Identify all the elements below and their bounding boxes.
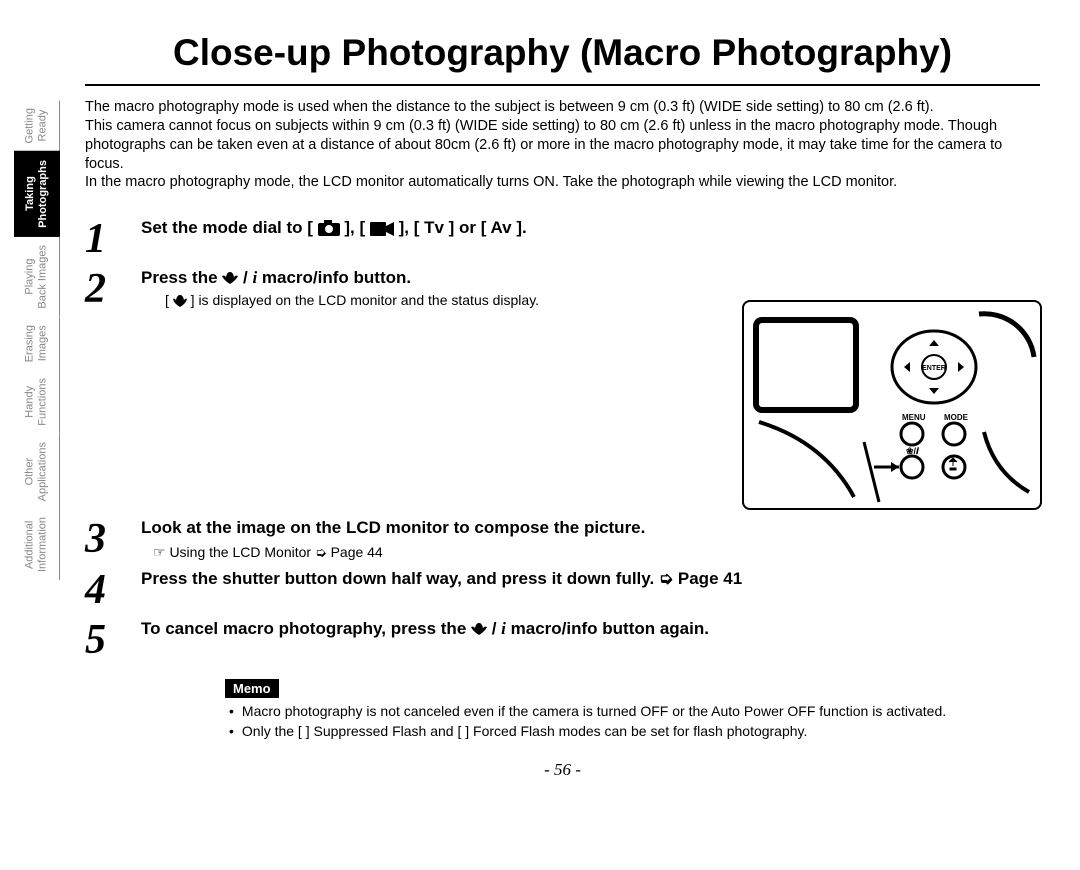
- intro-text: The macro photography mode is used when …: [85, 98, 1040, 192]
- intro-p3: In the macro photography mode, the LCD m…: [85, 173, 1040, 192]
- sidebar-tabs: Getting Ready Taking Photographs Playing…: [14, 100, 62, 580]
- step-3: 3 Look at the image on the LCD monitor t…: [85, 516, 1040, 561]
- step-number-4: 4: [85, 567, 141, 611]
- step-4: 4 Press the shutter button down half way…: [85, 567, 1040, 611]
- tab-playing-back[interactable]: Playing Back Images: [14, 237, 60, 317]
- step-2-sub-pre: [: [165, 292, 173, 308]
- page-number: - 56 -: [85, 760, 1040, 780]
- menu-label: MENU: [902, 413, 926, 422]
- step-5: 5 To cancel macro photography, press the…: [85, 617, 1040, 661]
- movie-icon: [370, 222, 394, 236]
- tab-additional-info[interactable]: Additional Information: [14, 509, 60, 580]
- step-number-5: 5: [85, 617, 141, 661]
- svg-text:❀/𝒊: ❀/𝒊: [906, 446, 920, 456]
- macro-icon: [222, 270, 238, 286]
- tab-taking-photographs[interactable]: Taking Photographs: [14, 151, 60, 237]
- macro-icon-2: [471, 621, 487, 637]
- memo-item-2: Only the [ ] Suppressed Flash and [ ] Fo…: [225, 722, 1040, 740]
- step-4-title: Press the shutter button down half way, …: [141, 567, 1040, 591]
- tab-handy-functions[interactable]: Handy Functions: [14, 370, 60, 434]
- page-title: Close-up Photography (Macro Photography): [85, 0, 1040, 86]
- step-5-post: macro/info button again.: [511, 619, 709, 638]
- step-2-pre: Press the: [141, 268, 222, 287]
- step-1-pre: Set the mode dial to [: [141, 218, 318, 237]
- tab-erasing-images[interactable]: Erasing Images: [14, 317, 60, 370]
- step-number-2: 2: [85, 266, 141, 310]
- step-2-post: macro/info button.: [262, 268, 411, 287]
- memo-label: Memo: [225, 679, 279, 698]
- camera-icon: [318, 220, 340, 236]
- step-number-3: 3: [85, 516, 141, 560]
- step-5-title: To cancel macro photography, press the /…: [141, 617, 1040, 641]
- step-1-mid2: ], [ Tv ] or [ Av ].: [399, 218, 527, 237]
- step-3-ref: ☞ Using the LCD Monitor ➭ Page 44: [153, 544, 1040, 561]
- memo-list: Macro photography is not canceled even i…: [225, 702, 1040, 740]
- mode-label: MODE: [944, 413, 969, 422]
- tab-getting-ready[interactable]: Getting Ready: [14, 100, 60, 151]
- step-2-title: Press the / i macro/info button.: [141, 266, 1040, 290]
- step-number-1: 1: [85, 216, 141, 260]
- step-1-title: Set the mode dial to [ ], [ ], [ Tv ] or…: [141, 216, 1040, 240]
- intro-p2: This camera cannot focus on subjects wit…: [85, 117, 1040, 174]
- camera-diagram: ENTER MENU MODE ❀/𝒊: [742, 300, 1042, 510]
- enter-label: ENTER: [922, 365, 946, 372]
- intro-p1: The macro photography mode is used when …: [85, 98, 1040, 117]
- memo-box: Memo Macro photography is not canceled e…: [225, 679, 1040, 740]
- macro-icon-small: [173, 294, 187, 308]
- step-5-pre: To cancel macro photography, press the: [141, 619, 471, 638]
- step-1: 1 Set the mode dial to [ ], [ ], [ Tv ] …: [85, 216, 1040, 260]
- memo-item-1: Macro photography is not canceled even i…: [225, 702, 1040, 720]
- step-3-title: Look at the image on the LCD monitor to …: [141, 516, 1040, 540]
- step-2-sub-post: ] is displayed on the LCD monitor and th…: [191, 292, 539, 308]
- tab-other-applications[interactable]: Other Applications: [14, 434, 60, 509]
- step-1-mid1: ], [: [344, 218, 370, 237]
